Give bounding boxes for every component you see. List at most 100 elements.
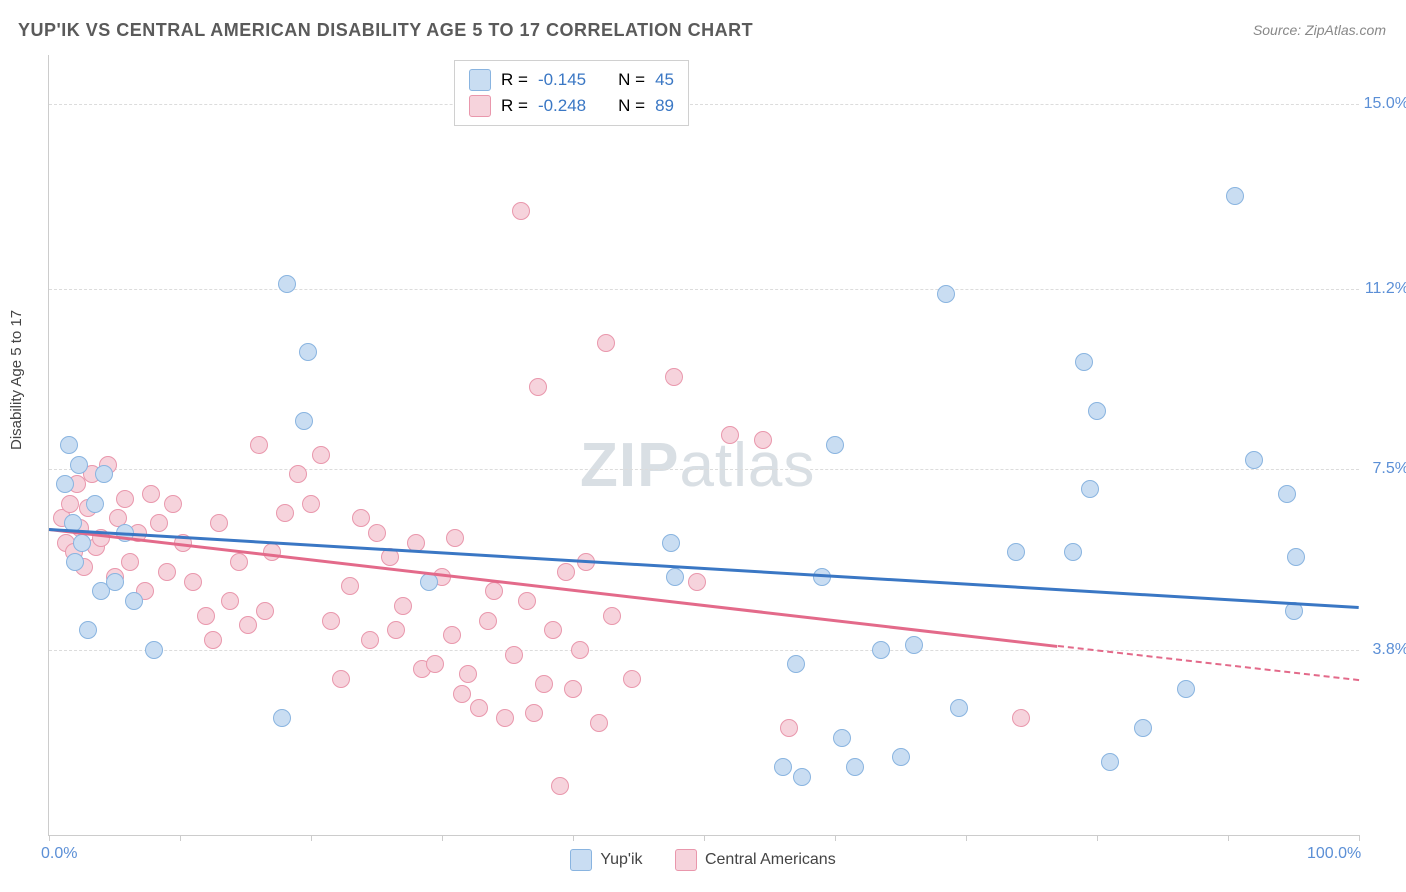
data-point <box>479 612 497 630</box>
data-point <box>544 621 562 639</box>
data-point <box>158 563 176 581</box>
data-point <box>787 655 805 673</box>
data-point <box>312 446 330 464</box>
data-point <box>361 631 379 649</box>
r-value-2: -0.248 <box>538 93 586 119</box>
data-point <box>1075 353 1093 371</box>
gridline <box>49 289 1359 290</box>
swatch-icon <box>675 849 697 871</box>
data-point <box>459 665 477 683</box>
data-point <box>426 655 444 673</box>
n-value-1: 45 <box>655 67 674 93</box>
data-point <box>106 573 124 591</box>
gridline <box>49 469 1359 470</box>
data-point <box>150 514 168 532</box>
data-point <box>485 582 503 600</box>
data-point <box>276 504 294 522</box>
data-point <box>1245 451 1263 469</box>
data-point <box>95 465 113 483</box>
legend-series: Yup'ik Central Americans <box>0 849 1406 876</box>
y-tick-label: 3.8% <box>1373 641 1406 659</box>
data-point <box>833 729 851 747</box>
x-tick <box>966 835 967 841</box>
data-point <box>505 646 523 664</box>
data-point <box>872 641 890 659</box>
chart-container: YUP'IK VS CENTRAL AMERICAN DISABILITY AG… <box>0 0 1406 892</box>
data-point <box>443 626 461 644</box>
data-point <box>221 592 239 610</box>
x-tick <box>573 835 574 841</box>
x-tick <box>311 835 312 841</box>
data-point <box>846 758 864 776</box>
y-tick-label: 15.0% <box>1364 95 1406 113</box>
data-point <box>446 529 464 547</box>
data-point <box>662 534 680 552</box>
legend-stats-row-2: R = -0.248 N = 89 <box>469 93 674 119</box>
data-point <box>145 641 163 659</box>
data-point <box>1134 719 1152 737</box>
data-point <box>937 285 955 303</box>
data-point <box>299 343 317 361</box>
legend-label-1: Yup'ik <box>600 851 642 869</box>
data-point <box>780 719 798 737</box>
data-point <box>341 577 359 595</box>
data-point <box>590 714 608 732</box>
trendline <box>49 528 1359 609</box>
data-point <box>754 431 772 449</box>
data-point <box>1081 480 1099 498</box>
swatch-series-1 <box>469 69 491 91</box>
data-point <box>273 709 291 727</box>
data-point <box>518 592 536 610</box>
data-point <box>774 758 792 776</box>
data-point <box>666 568 684 586</box>
data-point <box>121 553 139 571</box>
chart-title: YUP'IK VS CENTRAL AMERICAN DISABILITY AG… <box>18 20 753 41</box>
data-point <box>332 670 350 688</box>
gridline <box>49 104 1359 105</box>
data-point <box>56 475 74 493</box>
x-tick <box>1359 835 1360 841</box>
data-point <box>1287 548 1305 566</box>
n-label: N = <box>618 67 645 93</box>
swatch-series-2 <box>469 95 491 117</box>
data-point <box>142 485 160 503</box>
data-point <box>688 573 706 591</box>
data-point <box>1101 753 1119 771</box>
data-point <box>66 553 84 571</box>
x-tick <box>180 835 181 841</box>
y-tick-label: 7.5% <box>1373 460 1406 478</box>
data-point <box>278 275 296 293</box>
data-point <box>950 699 968 717</box>
plot-area: 3.8%7.5%11.2%15.0%0.0%100.0% <box>48 55 1359 836</box>
data-point <box>387 621 405 639</box>
data-point <box>1088 402 1106 420</box>
data-point <box>73 534 91 552</box>
swatch-icon <box>570 849 592 871</box>
data-point <box>905 636 923 654</box>
data-point <box>230 553 248 571</box>
data-point <box>512 202 530 220</box>
data-point <box>1226 187 1244 205</box>
data-point <box>470 699 488 717</box>
data-point <box>603 607 621 625</box>
x-tick <box>1097 835 1098 841</box>
data-point <box>256 602 274 620</box>
data-point <box>61 495 79 513</box>
x-tick <box>704 835 705 841</box>
x-tick <box>49 835 50 841</box>
y-tick-label: 11.2% <box>1365 280 1406 298</box>
r-value-1: -0.145 <box>538 67 586 93</box>
legend-item-1: Yup'ik <box>570 849 642 871</box>
x-tick <box>1228 835 1229 841</box>
data-point <box>197 607 215 625</box>
data-point <box>184 573 202 591</box>
legend-stats-row-1: R = -0.145 N = 45 <box>469 67 674 93</box>
data-point <box>204 631 222 649</box>
data-point <box>368 524 386 542</box>
data-point <box>289 465 307 483</box>
data-point <box>116 490 134 508</box>
data-point <box>892 748 910 766</box>
data-point <box>352 509 370 527</box>
data-point <box>551 777 569 795</box>
data-point <box>295 412 313 430</box>
